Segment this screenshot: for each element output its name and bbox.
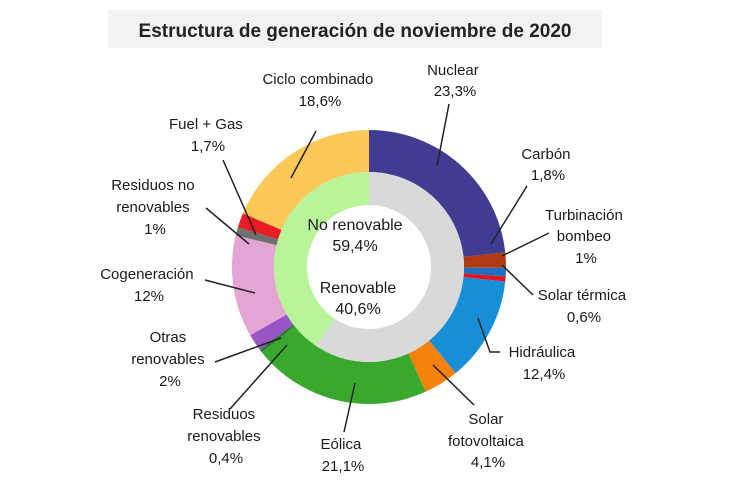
label-eolica: Eólica 21,1% [320, 436, 365, 475]
slice-otras-renovables [250, 314, 294, 350]
label-residuos-no-renovables: Residuos no renovables 1% [111, 177, 199, 238]
slice-hidraulica [429, 277, 506, 374]
label-renovable: Renovable [320, 280, 397, 297]
label-turbinacion: Turbinación bombeo 1% [545, 207, 627, 267]
label-carbon: Carbón 1,8% [521, 146, 574, 184]
title-background [108, 10, 602, 48]
leader-otras-ren [214, 337, 282, 363]
leader-solar-fv [432, 364, 475, 406]
label-ciclo-combinado: Ciclo combinado 18,6% [262, 71, 377, 110]
slice-residuos-renovables [259, 324, 295, 353]
slice-solar-fotovoltaica [408, 340, 456, 392]
label-nuclear: Nuclear 23,3% [427, 62, 483, 100]
leader-eolica [343, 382, 356, 433]
label-cogeneracion: Cogeneración 12% [100, 266, 198, 305]
leader-turbinacion [501, 232, 550, 257]
inner-ring [274, 172, 464, 362]
chart-title: Estructura de generación de noviembre de… [139, 21, 572, 42]
leader-ciclo [290, 130, 317, 179]
inner-slice-renovable [274, 172, 369, 346]
slice-solar-termica [463, 273, 506, 282]
slice-ciclo-combinado [242, 130, 369, 230]
outer-ring [231, 130, 506, 404]
leader-fuel-gas [222, 159, 257, 236]
label-solar-fv: Solar fotovoltaica 4,1% [448, 411, 528, 471]
label-fuel-gas: Fuel + Gas 1,7% [169, 116, 247, 155]
label-residuos-renovables: Residuos renovables 0,4% [187, 406, 265, 467]
leader-carbon [490, 185, 528, 245]
leader-nuclear [436, 103, 450, 167]
label-hidraulica: Hidráulica 12,4% [509, 344, 580, 383]
value-renovable: 40,6% [335, 301, 380, 318]
label-otras-renovables: Otras renovables 2% [131, 329, 209, 390]
value-no-renovable: 59,4% [332, 238, 377, 255]
label-no-renovable: No renovable [307, 217, 402, 234]
leader-residuos-ren [229, 344, 288, 410]
leader-cogeneracion [204, 279, 256, 294]
leader-hidraulica [477, 317, 500, 353]
slice-eolica [261, 326, 426, 404]
leader-lines [204, 103, 550, 433]
label-solar-termica: Solar térmica 0,6% [538, 287, 631, 326]
leader-solar-termica [501, 264, 534, 296]
slice-nuclear [369, 130, 506, 257]
inner-slice-no-renovable [316, 172, 464, 362]
slice-carbon [463, 252, 506, 268]
leader-residuos-no-ren [205, 207, 250, 245]
slice-residuos-no-renovables [235, 227, 279, 246]
slice-turbinacion-bombeo [463, 267, 506, 277]
slice-cogeneracion [231, 235, 287, 336]
